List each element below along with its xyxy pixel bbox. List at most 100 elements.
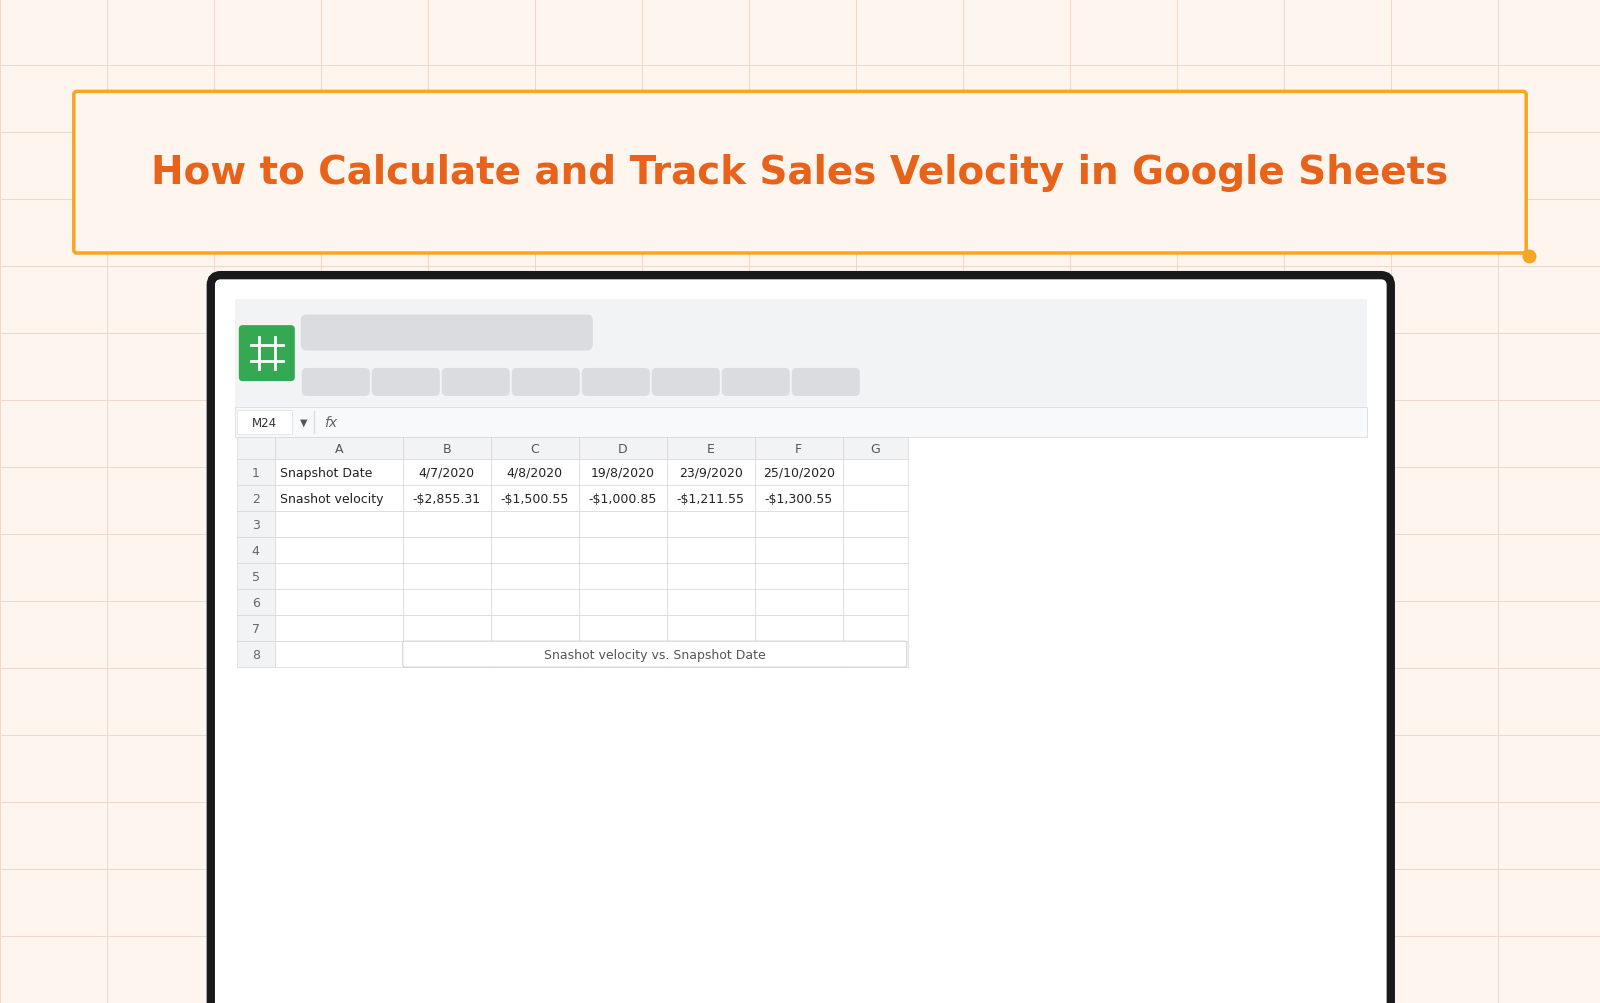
Text: fx: fx	[323, 415, 338, 429]
Bar	[237, 538, 275, 564]
Bar	[843, 485, 907, 512]
Bar	[275, 538, 403, 564]
Bar	[237, 590, 275, 616]
Bar	[667, 538, 755, 564]
Bar	[403, 538, 491, 564]
Text: M24: M24	[251, 416, 277, 429]
Bar	[275, 642, 403, 667]
Bar	[579, 616, 667, 642]
Bar	[403, 564, 491, 590]
Bar	[755, 512, 843, 538]
Bar	[491, 485, 579, 512]
FancyBboxPatch shape	[302, 368, 370, 396]
Bar	[491, 616, 579, 642]
Bar	[237, 459, 275, 485]
Bar	[491, 564, 579, 590]
FancyBboxPatch shape	[403, 642, 907, 667]
Text: Snapshot Date: Snapshot Date	[280, 466, 373, 479]
FancyBboxPatch shape	[301, 315, 592, 351]
Bar	[237, 564, 275, 590]
Text: 7: 7	[251, 622, 259, 635]
Bar	[403, 616, 491, 642]
Bar	[491, 512, 579, 538]
Bar	[843, 616, 907, 642]
Text: How to Calculate and Track Sales Velocity in Google Sheets: How to Calculate and Track Sales Velocit…	[152, 154, 1448, 192]
Bar	[235, 300, 1366, 408]
Bar	[237, 616, 275, 642]
Bar	[403, 459, 491, 485]
Text: 4: 4	[251, 544, 259, 557]
Bar	[843, 642, 907, 667]
Text: 4/7/2020: 4/7/2020	[419, 466, 475, 479]
Bar	[755, 538, 843, 564]
Text: 6: 6	[251, 596, 259, 609]
Bar	[275, 564, 403, 590]
Text: ▼: ▼	[299, 417, 307, 427]
Bar	[843, 437, 907, 459]
Bar	[275, 512, 403, 538]
Bar	[755, 616, 843, 642]
Text: G: G	[870, 442, 880, 455]
Bar	[755, 459, 843, 485]
Bar	[237, 642, 275, 667]
Bar	[755, 642, 843, 667]
Bar	[491, 590, 579, 616]
Bar	[667, 485, 755, 512]
Bar	[579, 564, 667, 590]
Text: -$1,000.85: -$1,000.85	[589, 492, 658, 506]
Text: -$2,855.31: -$2,855.31	[413, 492, 482, 506]
Bar	[667, 459, 755, 485]
FancyBboxPatch shape	[74, 92, 1526, 254]
Text: 3: 3	[251, 519, 259, 532]
Bar	[403, 512, 491, 538]
Bar	[755, 564, 843, 590]
Bar	[667, 616, 755, 642]
Bar	[667, 590, 755, 616]
Bar	[235, 408, 1366, 437]
Bar	[237, 411, 291, 434]
Bar	[579, 459, 667, 485]
Text: A: A	[334, 442, 342, 455]
Bar	[843, 590, 907, 616]
Text: B: B	[443, 442, 451, 455]
FancyBboxPatch shape	[722, 368, 790, 396]
Bar	[843, 512, 907, 538]
Text: E: E	[707, 442, 715, 455]
Text: 19/8/2020: 19/8/2020	[590, 466, 654, 479]
Bar	[579, 538, 667, 564]
Bar	[237, 512, 275, 538]
Text: -$1,211.55: -$1,211.55	[677, 492, 744, 506]
FancyBboxPatch shape	[582, 368, 650, 396]
Text: 5: 5	[251, 570, 259, 583]
Text: 25/10/2020: 25/10/2020	[763, 466, 835, 479]
Bar	[403, 485, 491, 512]
Text: D: D	[618, 442, 627, 455]
Bar	[275, 437, 403, 459]
FancyBboxPatch shape	[442, 368, 510, 396]
Text: -$1,500.55: -$1,500.55	[501, 492, 570, 506]
Bar	[237, 485, 275, 512]
Bar	[843, 538, 907, 564]
FancyBboxPatch shape	[238, 326, 294, 382]
Bar	[491, 437, 579, 459]
Bar	[491, 459, 579, 485]
Bar	[579, 485, 667, 512]
Bar	[843, 459, 907, 485]
Bar	[237, 437, 275, 459]
Bar	[275, 485, 403, 512]
Bar	[491, 642, 579, 667]
Bar	[275, 590, 403, 616]
Bar	[755, 590, 843, 616]
FancyBboxPatch shape	[211, 276, 1390, 1003]
Bar	[667, 437, 755, 459]
Text: Snashot velocity vs. Snapshot Date: Snashot velocity vs. Snapshot Date	[544, 648, 766, 661]
Bar	[755, 437, 843, 459]
Text: 2: 2	[251, 492, 259, 506]
Bar	[667, 564, 755, 590]
FancyBboxPatch shape	[371, 368, 440, 396]
Bar	[275, 459, 403, 485]
Text: C: C	[531, 442, 539, 455]
Bar	[667, 512, 755, 538]
Text: 8: 8	[251, 648, 259, 661]
Bar	[491, 538, 579, 564]
